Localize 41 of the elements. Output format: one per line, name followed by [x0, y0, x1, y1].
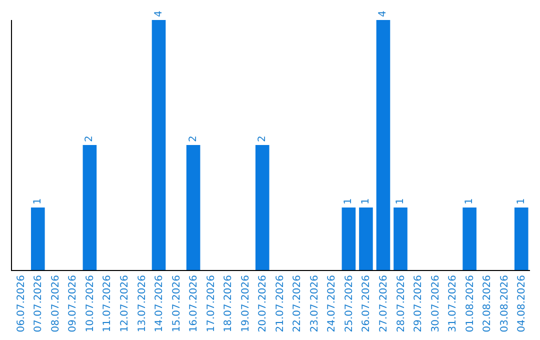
- x-tick-label: 18.07.2026: [223, 275, 234, 332]
- x-tick-label: 24.07.2026: [326, 275, 338, 332]
- x-tick-label: 29.07.2026: [413, 275, 424, 332]
- x-tick-label: 06.07.2026: [16, 275, 27, 332]
- x-tick-label: 14.07.2026: [154, 275, 166, 332]
- x-tick-label: 26.07.2026: [361, 275, 372, 332]
- data-label: 2: [188, 136, 199, 142]
- x-tick-label: 04.08.2026: [516, 275, 528, 332]
- data-label: 1: [395, 198, 406, 204]
- data-label: 2: [84, 136, 96, 142]
- x-tick-label: 22.07.2026: [292, 275, 304, 332]
- data-label: 1: [32, 198, 44, 204]
- x-tick-label: 12.07.2026: [119, 275, 130, 332]
- x-tick-label: 27.07.2026: [378, 275, 390, 332]
- x-tick-label: 07.07.2026: [33, 275, 44, 332]
- x-tick-label: 01.08.2026: [464, 275, 476, 332]
- x-tick-label: 23.07.2026: [309, 275, 320, 332]
- x-tick-label: 03.08.2026: [499, 275, 510, 332]
- x-tick-label: 10.07.2026: [84, 275, 96, 332]
- x-tick-label: 21.07.2026: [274, 275, 286, 332]
- x-tick-label: 15.07.2026: [171, 275, 182, 332]
- data-label: 2: [256, 136, 268, 142]
- x-tick-label: 20.07.2026: [258, 275, 269, 332]
- data-label: 1: [464, 198, 476, 204]
- data-label: 4: [378, 10, 389, 17]
- x-tick-label: 28.07.2026: [396, 275, 407, 332]
- x-tick-label: 25.07.2026: [344, 275, 355, 332]
- x-tick-label: 02.08.2026: [482, 275, 494, 332]
- x-tick-label: 13.07.2026: [136, 275, 148, 332]
- data-label: 1: [360, 198, 372, 204]
- x-tick-label: 31.07.2026: [448, 275, 459, 332]
- x-tick-label: 30.07.2026: [430, 275, 442, 332]
- x-tick-label: 11.07.2026: [102, 275, 114, 332]
- x-tick-label: 16.07.2026: [188, 275, 200, 332]
- x-tick-label: 09.07.2026: [68, 275, 79, 332]
- x-tick-label: 19.07.2026: [240, 275, 252, 332]
- x-tick-label: 08.07.2026: [50, 275, 62, 332]
- x-tick-label: 17.07.2026: [206, 275, 217, 332]
- data-label: 1: [516, 198, 527, 204]
- data-label: 4: [153, 10, 164, 17]
- data-label: 1: [343, 198, 354, 204]
